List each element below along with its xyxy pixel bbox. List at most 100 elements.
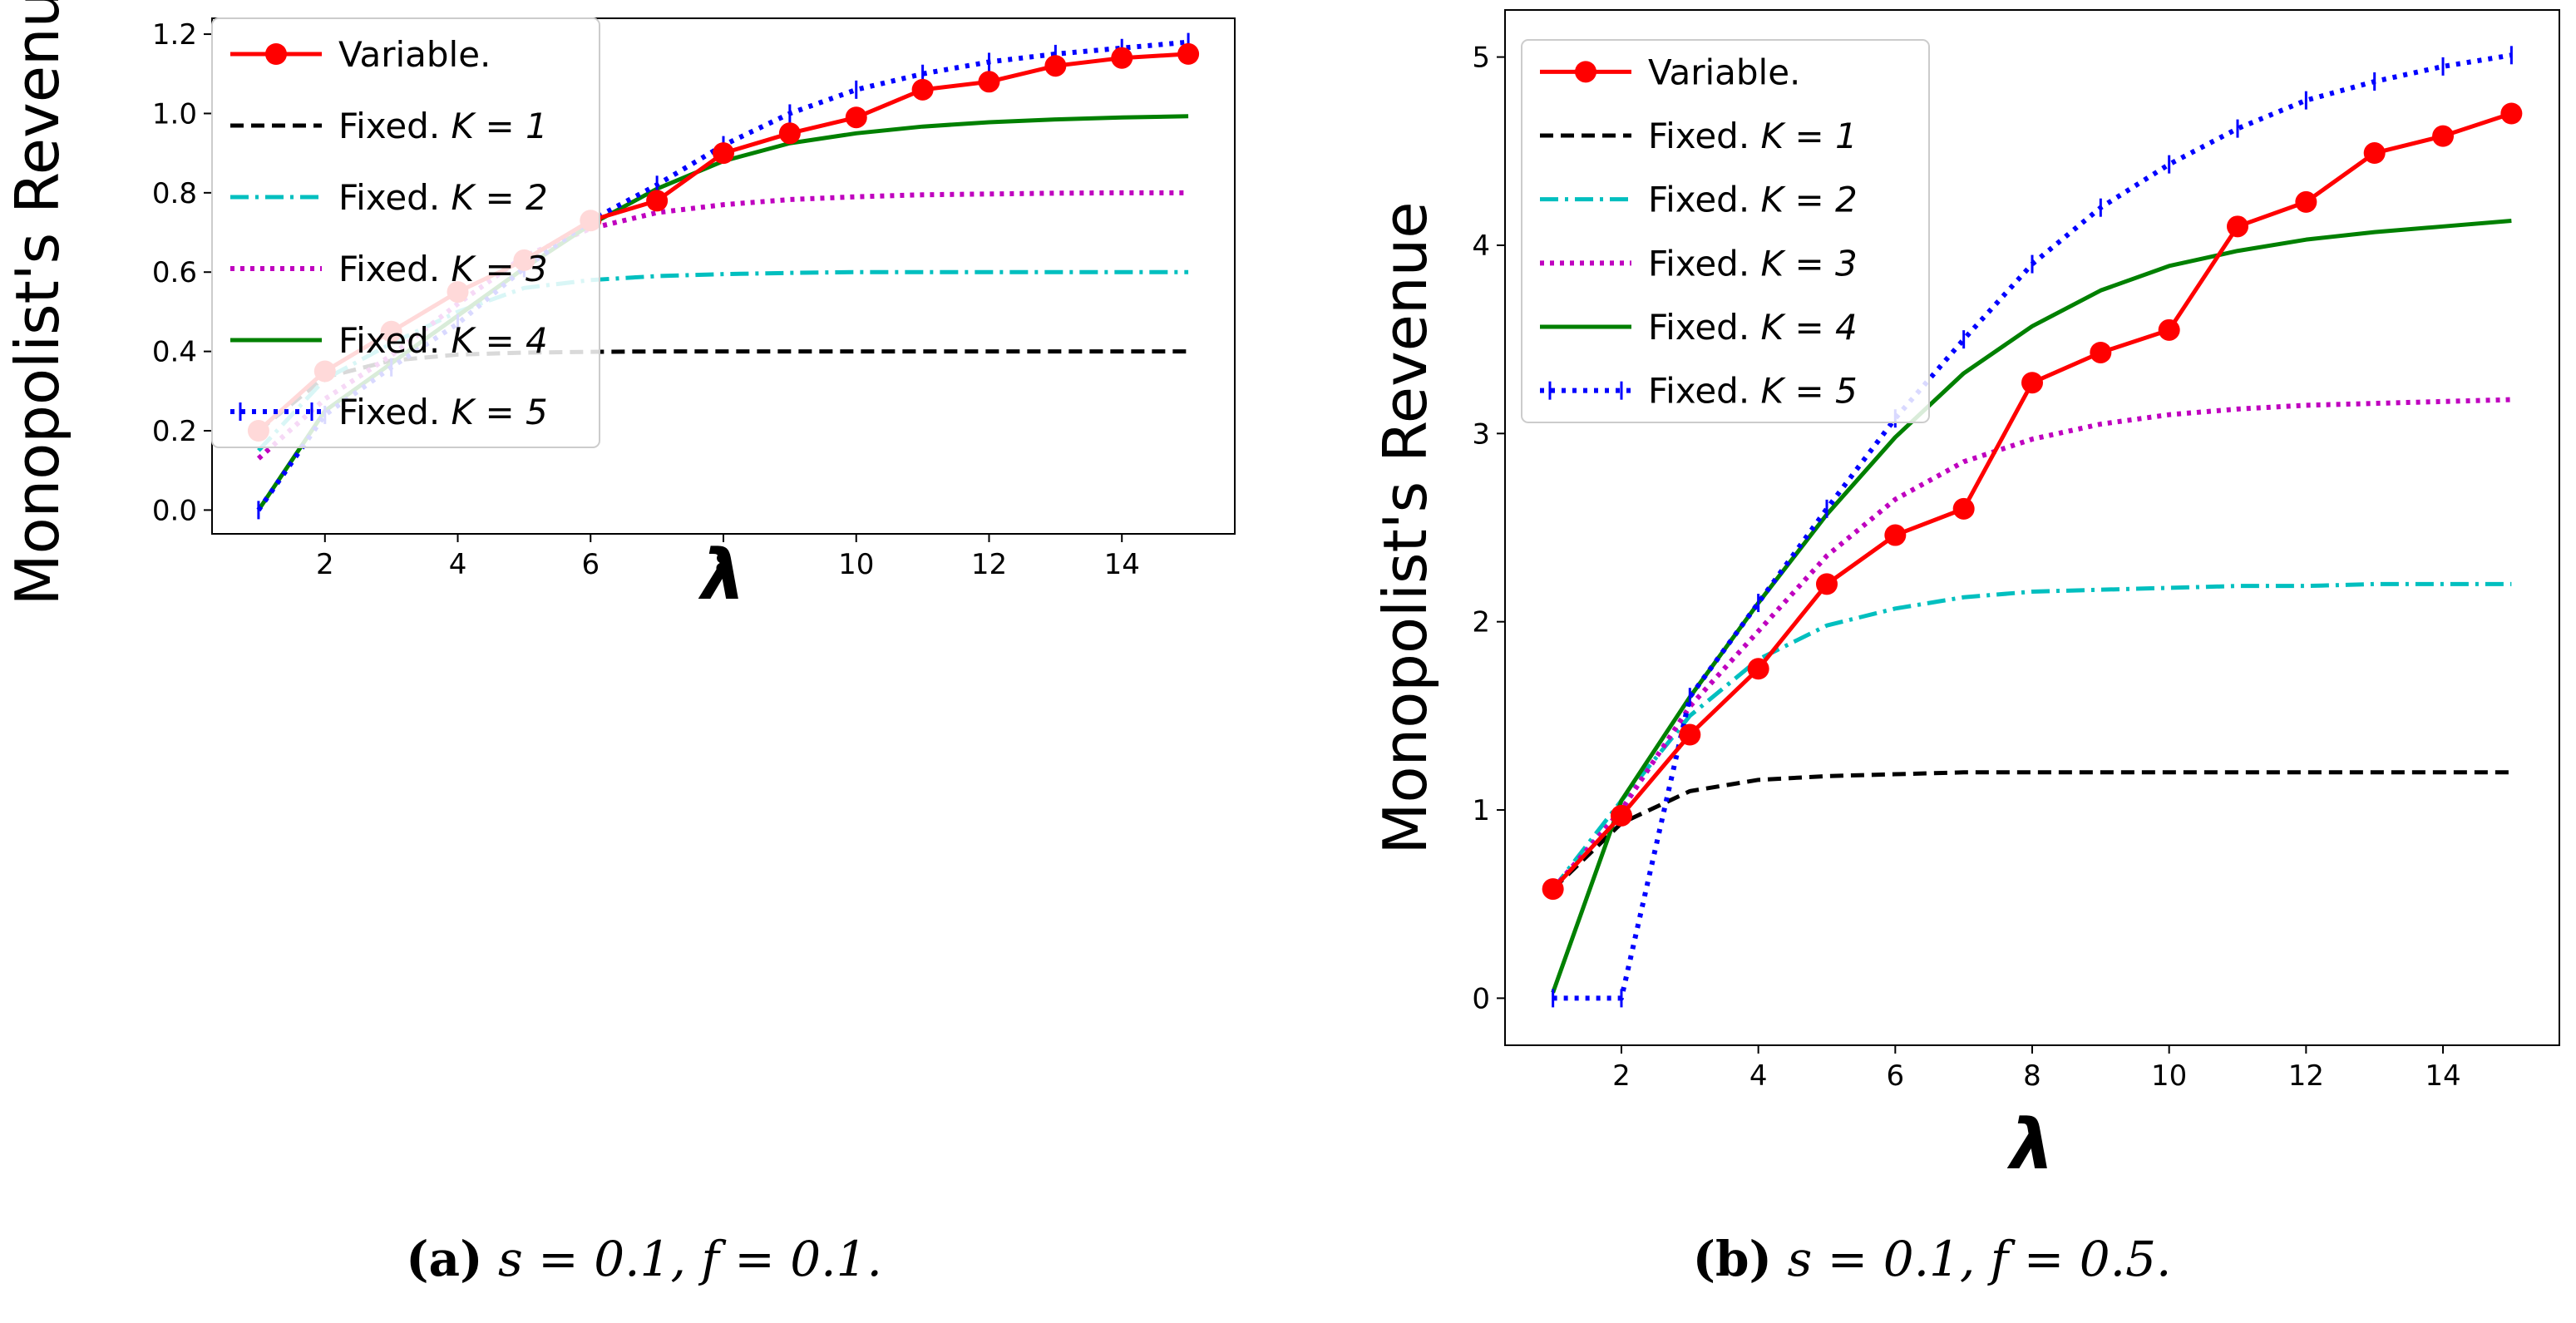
legend-label-prefix: Fixed.: [1648, 180, 1761, 220]
caption-b-math: s = 0.1, f = 0.5.: [1787, 1231, 2172, 1287]
series-line: [256, 190, 1189, 461]
series-fixed_k3: [256, 190, 1189, 461]
caption-a-label: (a): [406, 1231, 483, 1287]
legend-marker: [265, 43, 287, 65]
legend-label-prefix: Fixed.: [1648, 307, 1761, 348]
legend-item-fixed_k4: Fixed. K = 4: [230, 320, 548, 361]
data-point: [713, 142, 734, 165]
x-axis-label: λ: [2006, 1103, 2054, 1185]
x-tick-label: 6: [1887, 1059, 1905, 1093]
series-fixed_k1: [1551, 770, 2512, 891]
data-point: [1177, 42, 1200, 65]
legend-label-k: K = 1: [1761, 116, 1858, 156]
y-axis-label: Monopolist's Revenue: [2, 0, 72, 606]
legend-label-prefix: Fixed.: [338, 249, 452, 289]
x-tick-label: 8: [714, 548, 733, 581]
legend-label: Fixed. K = 4: [1648, 307, 1858, 348]
series-line: [257, 269, 1189, 452]
data-point: [2363, 142, 2386, 165]
legend-label-k: K = 4: [452, 320, 548, 361]
y-tick-label: 0.0: [152, 494, 197, 527]
legend-label-prefix: Fixed.: [338, 320, 452, 361]
legend-box: [211, 17, 600, 448]
data-point: [1952, 497, 1975, 520]
legend-item-fixed_k3: Fixed. K = 3: [230, 249, 548, 289]
series-fixed_k3: [1551, 397, 2512, 891]
legend-label-k: K = 4: [1761, 307, 1858, 348]
chart-panel-a: 2 4 6 8 10 12 14 0.0 0.2 0.4 0.6 0.8 1.0 1.2 Monopolis…: [2, 0, 1236, 615]
y-tick-label: 1.0: [152, 97, 197, 131]
data-point: [646, 190, 669, 212]
data-point: [1044, 55, 1067, 77]
data-point: [911, 78, 934, 101]
legend-label-prefix: Fixed.: [338, 106, 452, 146]
y-tick-label: 2: [1472, 606, 1490, 639]
legend-item-fixed_k3: Fixed. K = 3: [1540, 243, 1858, 284]
x-tick-label: 10: [2151, 1059, 2187, 1093]
data-point: [2432, 125, 2455, 147]
legend-label-k: K = 5: [1761, 371, 1858, 412]
y-tick-label: 1: [1472, 794, 1490, 827]
x-tick-label: 14: [2425, 1059, 2460, 1093]
legend-item-fixed_k1: Fixed. K = 1: [230, 106, 548, 146]
y-tick-label: 3: [1472, 417, 1490, 451]
y-tick-label: 1.2: [152, 18, 197, 52]
data-point: [1111, 47, 1133, 69]
legend-label: Variable.: [338, 34, 491, 75]
x-tick-label: 8: [2023, 1059, 2041, 1093]
data-point: [1679, 723, 1701, 746]
legend-box: [1521, 39, 1930, 423]
data-point: [2227, 215, 2249, 238]
data-point: [978, 71, 1000, 93]
series-line: [1551, 581, 2512, 891]
x-tick-label: 4: [1749, 1059, 1768, 1093]
legend-label-k: K = 2: [1761, 180, 1858, 220]
series-fixed_k2: [257, 269, 1189, 452]
legend-label-prefix: Fixed.: [338, 177, 452, 218]
legend-label: Fixed. K = 5: [338, 392, 548, 432]
caption-a: (a) s = 0.1, f = 0.1.: [0, 1231, 1288, 1287]
series-fixed_k4: [1551, 219, 2512, 994]
legend-label: Fixed. K = 3: [1648, 243, 1858, 284]
data-point: [1747, 658, 1769, 680]
series-fixed_k2: [1551, 581, 2512, 891]
data-point: [2090, 341, 2112, 363]
legend-label: Fixed. K = 5: [1648, 371, 1858, 412]
caption-b-label: (b): [1692, 1231, 1773, 1287]
y-axis-label: Monopolist's Revenue: [1370, 201, 1440, 854]
data-point: [1884, 524, 1907, 546]
legend-label: Fixed. K = 4: [338, 320, 548, 361]
data-point: [2158, 318, 2180, 341]
legend-label-k: K = 2: [452, 177, 548, 218]
data-point: [845, 106, 867, 129]
series-fixed_k5: [1552, 46, 2513, 1008]
legend-item-fixed_k2: Fixed. K = 2: [1540, 180, 1858, 220]
y-tick-label: 0.8: [152, 177, 197, 210]
legend-item-fixed_k5: Fixed. K = 5: [230, 392, 548, 432]
legend-label-prefix: Fixed.: [338, 392, 452, 432]
caption-b: (b) s = 0.1, f = 0.5.: [1288, 1231, 2576, 1287]
legend-label: Fixed. K = 2: [338, 177, 548, 218]
legend-label-k: K = 5: [452, 392, 548, 432]
legend-label: Fixed. K = 2: [1648, 180, 1858, 220]
legend-item-fixed_k1: Fixed. K = 1: [1540, 116, 1858, 156]
series-line: [1551, 770, 2512, 891]
x-tick-label: 12: [2288, 1059, 2324, 1093]
legend-item-fixed_k4: Fixed. K = 4: [1540, 307, 1858, 348]
legend-label-k: K = 3: [452, 249, 548, 289]
x-axis-label: λ: [698, 534, 745, 615]
legend-item-fixed_k5: Fixed. K = 5: [1540, 371, 1858, 412]
x-tick-label: 14: [1104, 548, 1140, 581]
data-point: [2295, 190, 2317, 213]
legend-label-prefix: Fixed.: [1648, 371, 1761, 412]
x-tick-label: 12: [971, 548, 1007, 581]
data-point: [1815, 573, 1838, 595]
y-tick-label: 0.2: [152, 415, 197, 448]
legend-label-prefix: Fixed.: [1648, 116, 1761, 156]
y-tick-label: 0.6: [152, 256, 197, 289]
legend-marker: [1575, 61, 1596, 83]
data-point: [2500, 102, 2523, 125]
